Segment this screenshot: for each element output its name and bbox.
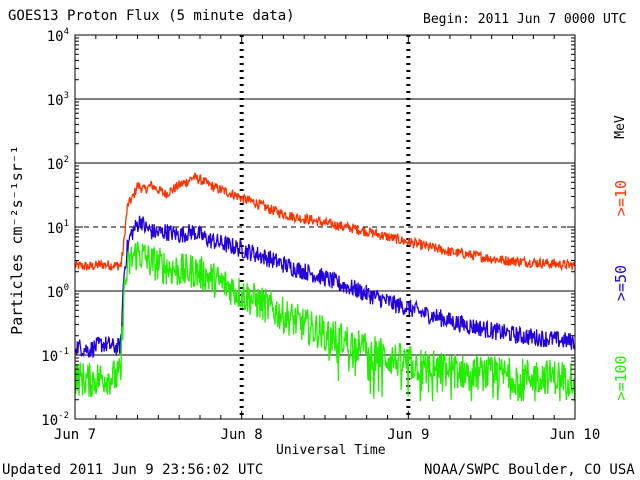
updated-timestamp: Updated 2011 Jun 9 23:56:02 UTC bbox=[2, 462, 264, 478]
y-tick-label: 103 bbox=[47, 91, 69, 109]
y-tick-label: 10-2 bbox=[41, 411, 69, 429]
legend: >=10 >=50 >=100 bbox=[612, 180, 630, 401]
series-line-10 bbox=[74, 172, 576, 272]
y-axis-ticks: 10-2 10-1 100 101 102 103 104 bbox=[41, 27, 575, 429]
unit-label: MeV bbox=[613, 115, 628, 139]
series-line-50 bbox=[74, 215, 576, 359]
y-tick-label: 10-1 bbox=[41, 347, 69, 365]
begin-label: Begin: 2011 Jun 7 0000 UTC bbox=[423, 12, 627, 27]
y-tick-label: 100 bbox=[47, 283, 69, 301]
legend-entry: >=50 bbox=[612, 265, 630, 301]
x-axis-ticks: Jun 7 Jun 8 Jun 9 Jun 10 bbox=[54, 35, 600, 443]
x-tick-label: Jun 9 bbox=[387, 427, 429, 443]
chart-title: GOES13 Proton Flux (5 minute data) bbox=[8, 8, 295, 24]
grid-lines bbox=[75, 35, 575, 419]
x-tick-label: Jun 8 bbox=[221, 427, 263, 443]
series-layer bbox=[74, 172, 576, 402]
legend-entry: >=100 bbox=[612, 355, 630, 400]
y-axis-label: Particles cm⁻²s⁻¹sr⁻¹ bbox=[8, 145, 26, 335]
x-tick-label: Jun 7 bbox=[54, 427, 96, 443]
y-tick-label: 101 bbox=[47, 219, 69, 237]
series-line-100 bbox=[74, 241, 576, 402]
x-axis-label: Universal Time bbox=[276, 443, 386, 458]
x-tick-label: Jun 10 bbox=[550, 427, 601, 443]
y-tick-label: 102 bbox=[47, 155, 69, 173]
credit-label: NOAA/SWPC Boulder, CO USA bbox=[424, 462, 635, 478]
legend-entry: >=10 bbox=[612, 180, 630, 216]
y-tick-label: 104 bbox=[47, 27, 69, 45]
